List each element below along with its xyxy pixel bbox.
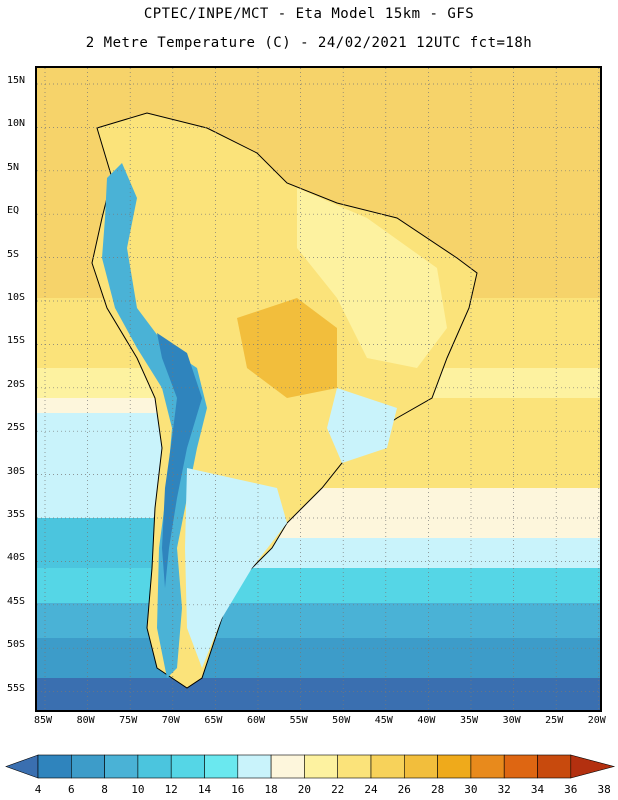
chart-subtitle: 2 Metre Temperature (C) - 24/02/2021 12U… xyxy=(85,35,533,51)
colorbar-label: 38 xyxy=(597,783,611,796)
colorbar-swatch xyxy=(370,754,405,779)
lon-label: 85W xyxy=(33,715,53,726)
colorbar-label: 28 xyxy=(430,783,445,796)
lat-lon-grid xyxy=(37,68,600,710)
south-band-14 xyxy=(37,568,600,603)
colorbar-swatch xyxy=(237,754,272,779)
pacific-band-18 xyxy=(37,398,187,518)
south-band-6 xyxy=(37,678,600,710)
lon-label: 35W xyxy=(459,715,479,726)
lat-label: 10N xyxy=(7,118,26,130)
lon-label: 70W xyxy=(161,715,180,726)
colorbar-max-arrow xyxy=(570,754,616,779)
colorbar-swatch xyxy=(204,754,239,779)
lat-label: 20S xyxy=(7,378,26,390)
colorbar-swatch xyxy=(470,754,505,779)
lon-label: 50W xyxy=(332,715,351,726)
lat-label: 5N xyxy=(7,161,20,173)
colorbar-label: 18 xyxy=(264,783,278,796)
colorbar-swatch xyxy=(71,754,105,779)
lat-label: EQ xyxy=(7,205,20,217)
colorbar-label: 34 xyxy=(530,783,545,796)
colorbar-label: 8 xyxy=(101,783,108,796)
colorbar-swatch xyxy=(270,754,305,779)
colorbar-label: 22 xyxy=(331,783,345,796)
colorbar-swatch xyxy=(403,754,438,779)
colorbar xyxy=(5,754,616,779)
lon-label: 60W xyxy=(246,715,266,726)
andes-coldest-core xyxy=(157,333,202,588)
south-band-8 xyxy=(37,638,600,678)
lon-label: 25W xyxy=(545,715,564,726)
atlantic-band-20 xyxy=(267,488,600,538)
colorbar-swatch xyxy=(137,754,172,779)
colorbar-label: 6 xyxy=(67,783,75,796)
lon-label: 45W xyxy=(374,715,393,726)
lat-label: 25S xyxy=(7,422,26,434)
lat-label: 40S xyxy=(7,552,26,564)
colorbar-label: 16 xyxy=(231,783,245,796)
lon-label: 20W xyxy=(587,715,606,726)
colorbar-label: 32 xyxy=(497,783,511,796)
colorbar-swatch xyxy=(104,754,139,779)
colorbar-swatch xyxy=(337,754,372,779)
interior-warm-zone xyxy=(237,298,337,398)
lon-label: 75W xyxy=(119,715,138,726)
atlantic-band-18 xyxy=(237,538,600,568)
lat-label: 45S xyxy=(7,595,26,607)
brazil-pale-zone xyxy=(297,188,447,368)
colorbar-swatch xyxy=(170,754,205,779)
colorbar-label: 4 xyxy=(34,783,42,796)
colorbar-min-arrow xyxy=(5,754,39,779)
map-panel[interactable] xyxy=(35,66,602,712)
lon-label: 30W xyxy=(502,715,521,726)
lat-label: 15S xyxy=(7,335,26,347)
se-brazil-cool-zone xyxy=(327,388,397,463)
colorbar-label: 20 xyxy=(297,783,312,796)
lat-label: 30S xyxy=(7,465,26,477)
colorbar-label: 14 xyxy=(197,783,212,796)
lat-label: 10S xyxy=(7,292,26,303)
lon-label: 40W xyxy=(417,715,436,726)
chart-title: CPTEC/INPE/MCT - Eta Model 15km - GFS xyxy=(143,6,475,22)
colorbar-label: 24 xyxy=(364,783,378,796)
south-band-10 xyxy=(37,603,600,638)
lat-label: 35S xyxy=(7,509,26,520)
colorbar-swatch xyxy=(437,754,472,779)
colorbar-label: 30 xyxy=(464,783,478,796)
colorbar-swatch xyxy=(304,754,338,779)
lat-label: 55S xyxy=(7,682,26,694)
lat-label: 15N xyxy=(7,75,26,86)
colorbar-swatch xyxy=(537,754,572,779)
colorbar-swatch xyxy=(37,754,72,779)
colorbar-swatch xyxy=(503,754,538,779)
lat-label: 5S xyxy=(7,248,20,260)
lon-label: 80W xyxy=(76,715,95,726)
andes-cold-spine xyxy=(102,163,207,678)
colorbar-label: 12 xyxy=(164,783,178,796)
colorbar-label: 26 xyxy=(397,783,411,796)
colorbar-label: 10 xyxy=(131,783,145,796)
colorbar-label: 36 xyxy=(564,783,578,796)
temperature-map xyxy=(37,68,600,710)
lon-label: 65W xyxy=(204,715,223,726)
lat-label: 50S xyxy=(7,639,26,651)
lon-label: 55W xyxy=(289,715,308,726)
